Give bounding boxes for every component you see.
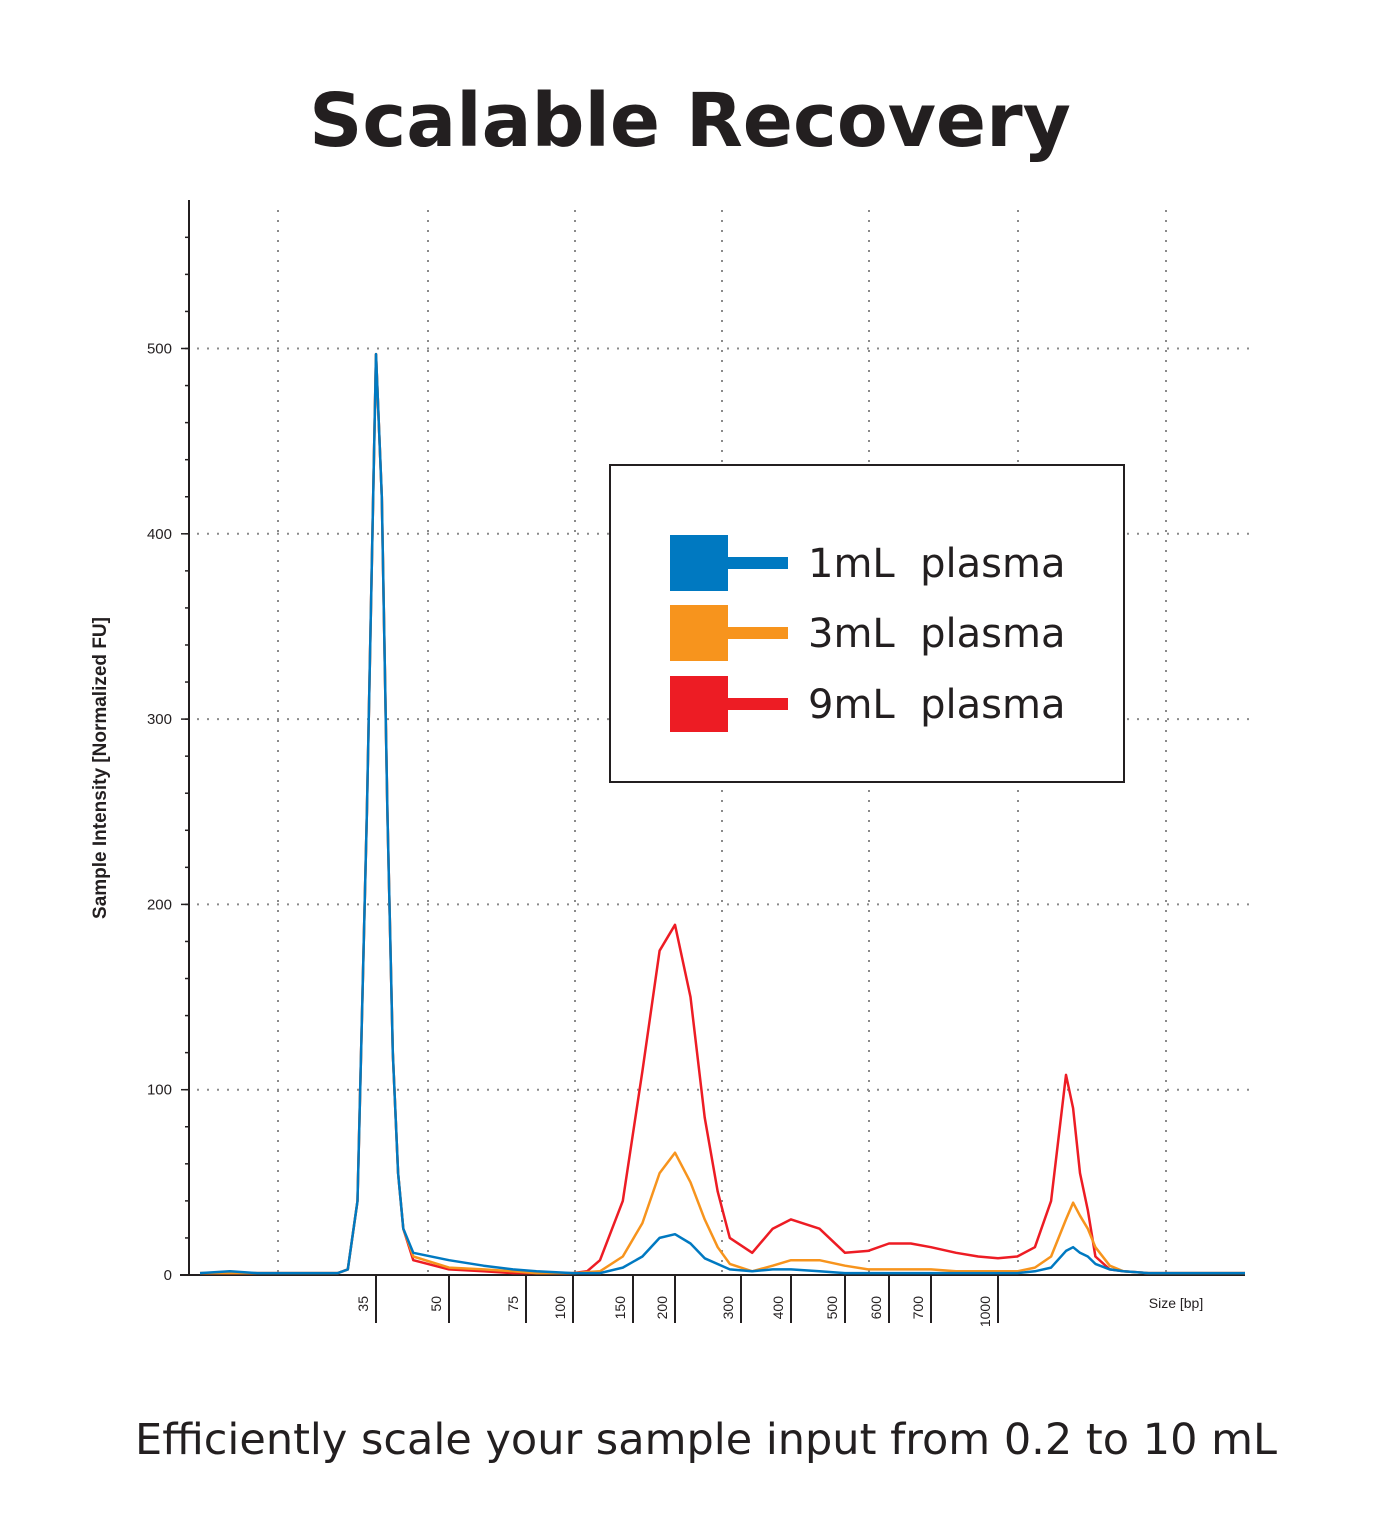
x-tick-label: 400 (770, 1296, 786, 1320)
x-tick-label: 600 (868, 1296, 884, 1320)
legend-item: 3mL plasma (670, 605, 1065, 661)
legend-label: 9mL plasma (808, 682, 1065, 728)
legend-line (726, 627, 788, 639)
x-axis-label: Size [bp] (1149, 1295, 1203, 1311)
x-tick-label: 200 (654, 1296, 670, 1320)
legend-label: 3mL plasma (808, 611, 1065, 657)
x-tick-label: 1000 (977, 1296, 993, 1327)
legend-label: 1mL plasma (808, 541, 1065, 587)
x-tick-label: 150 (612, 1296, 628, 1320)
series-group (199, 352, 1245, 1275)
legend-item: 1mL plasma (670, 535, 1065, 591)
x-tick-label: 75 (505, 1296, 521, 1312)
y-tick-label: 500 (147, 341, 172, 358)
y-tick-label: 100 (147, 1082, 172, 1099)
x-axis: 35 50 75 100 150 200 300 400 500 600 700 1000 (180, 1274, 1245, 1327)
x-tick-label: 100 (552, 1296, 568, 1320)
y-tick-label: 0 (164, 1267, 172, 1284)
legend: 1mL plasma 3mL plasma 9mL plasma (609, 464, 1125, 783)
x-tick-label: 500 (824, 1296, 840, 1320)
legend-item: 9mL plasma (670, 676, 1065, 732)
chart-title: Scalable Recovery (309, 78, 1071, 164)
legend-swatch (670, 605, 728, 661)
legend-swatch (670, 676, 728, 732)
chart-subtitle: Efficiently scale your sample input from… (135, 1415, 1277, 1465)
x-tick-label: 35 (355, 1296, 371, 1312)
y-tick-label: 300 (147, 711, 172, 728)
chart: 0 100 200 300 400 500 35 50 75 100 150 200 300 400 50… (90, 200, 1250, 1327)
x-tick-label: 300 (720, 1296, 736, 1320)
legend-line (726, 698, 788, 710)
legend-swatch (670, 535, 728, 591)
series-line-1 (199, 352, 1245, 1275)
y-tick-label: 200 (147, 896, 172, 913)
x-tick-label: 50 (428, 1296, 444, 1312)
y-axis-label: Sample Intensity [Normalized FU] (90, 617, 111, 919)
legend-line (726, 557, 788, 569)
y-axis: 0 100 200 300 400 500 (147, 200, 190, 1284)
y-tick-label: 400 (147, 526, 172, 543)
x-tick-label: 700 (910, 1296, 926, 1320)
